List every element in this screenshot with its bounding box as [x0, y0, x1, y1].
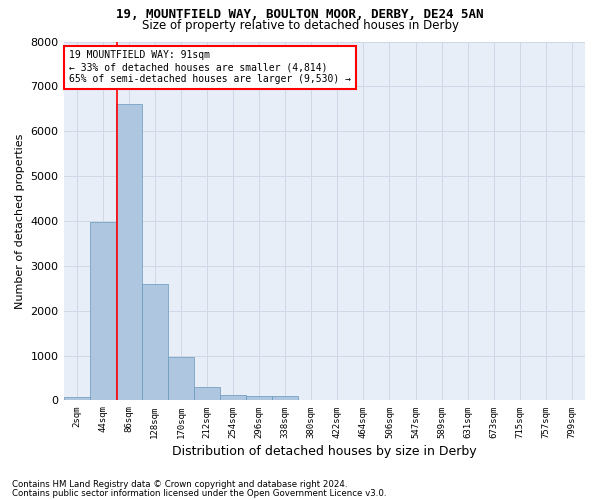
Text: Contains HM Land Registry data © Crown copyright and database right 2024.: Contains HM Land Registry data © Crown c… [12, 480, 347, 489]
Text: 19, MOUNTFIELD WAY, BOULTON MOOR, DERBY, DE24 5AN: 19, MOUNTFIELD WAY, BOULTON MOOR, DERBY,… [116, 8, 484, 20]
Bar [89, 222, 116, 400]
Bar [116, 104, 142, 401]
Y-axis label: Number of detached properties: Number of detached properties [15, 134, 25, 308]
Text: Size of property relative to detached houses in Derby: Size of property relative to detached ho… [142, 18, 458, 32]
Bar [168, 358, 194, 401]
X-axis label: Distribution of detached houses by size in Derby: Distribution of detached houses by size … [172, 444, 476, 458]
Bar [220, 394, 246, 400]
Text: 19 MOUNTFIELD WAY: 91sqm
← 33% of detached houses are smaller (4,814)
65% of sem: 19 MOUNTFIELD WAY: 91sqm ← 33% of detach… [69, 50, 351, 84]
Bar [272, 396, 298, 400]
Bar [142, 284, 168, 401]
Text: Contains public sector information licensed under the Open Government Licence v3: Contains public sector information licen… [12, 488, 386, 498]
Bar [194, 386, 220, 400]
Bar [246, 396, 272, 400]
Bar [64, 397, 89, 400]
